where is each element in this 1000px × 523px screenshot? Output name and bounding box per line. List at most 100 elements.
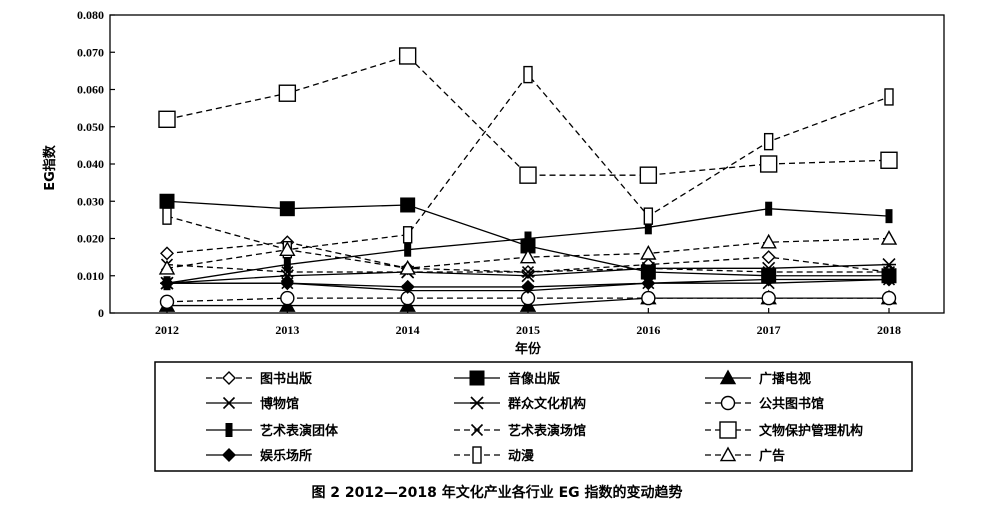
legend-label: 文物保护管理机构 (759, 423, 863, 439)
data-point (761, 290, 776, 306)
legend-item: 音像出版 (454, 370, 560, 387)
y-tick-label: 0 (98, 306, 104, 320)
y-tick-label: 0.050 (77, 120, 104, 134)
legend-label: 娱乐场所 (260, 448, 312, 464)
legend-marker (719, 446, 737, 462)
x-tick-label: 2014 (396, 323, 420, 337)
data-point (640, 244, 657, 260)
y-tick-label: 0.070 (77, 45, 104, 59)
x-tick-label: 2015 (516, 323, 540, 337)
data-point (159, 294, 175, 310)
data-point (639, 166, 658, 184)
legend-item: 文物保护管理机构 (705, 421, 863, 439)
data-point (519, 248, 537, 264)
data-point (160, 276, 174, 291)
data-point (158, 259, 176, 275)
legend-label: 艺术表演团体 (260, 423, 339, 439)
data-point (641, 290, 656, 306)
data-point (761, 272, 776, 287)
data-point (400, 197, 416, 213)
y-tick-label: 0.060 (77, 83, 104, 97)
data-point (158, 110, 176, 129)
legend-item: 群众文化机构 (454, 396, 586, 412)
data-point (159, 193, 175, 209)
legend-marker (225, 423, 233, 437)
legend-marker (222, 371, 236, 385)
data-point (881, 290, 897, 306)
data-point (644, 220, 652, 235)
legend-label: 博物馆 (260, 396, 299, 412)
data-point (283, 257, 291, 272)
data-point (641, 276, 656, 291)
data-point (760, 233, 777, 249)
data-point (759, 155, 778, 173)
legend-label: 音像出版 (508, 371, 560, 387)
legend-item: 广播电视 (705, 369, 811, 387)
legend-marker (719, 421, 737, 439)
data-point (763, 132, 774, 151)
figure-caption: 图 2 2012—2018 年文化产业各行业 EG 指数的变动趋势 (311, 484, 682, 501)
legend-item: 广告 (705, 446, 785, 464)
legend-marker (719, 369, 737, 385)
legend-label: 图书出版 (260, 371, 312, 387)
legend-item: 动漫 (454, 446, 534, 464)
data-point (884, 88, 894, 106)
series-11 (158, 230, 898, 275)
legend-marker (222, 448, 236, 462)
data-point (400, 279, 415, 294)
legend-marker (472, 446, 482, 464)
data-point (279, 201, 295, 217)
data-point (279, 241, 296, 256)
data-point (523, 65, 533, 84)
series-10 (162, 65, 894, 259)
series-8 (158, 47, 898, 184)
y-axis-label: EG指数 (42, 144, 58, 191)
legend-marker (720, 395, 736, 411)
x-tick-label: 2018 (877, 323, 901, 337)
legend-box (154, 361, 913, 472)
x-tick-label: 2012 (155, 323, 179, 337)
legend-marker (470, 423, 484, 437)
legend-label: 广播电视 (759, 371, 811, 387)
data-point (519, 166, 537, 184)
series-9 (160, 272, 896, 294)
data-point (521, 279, 535, 294)
legend-label: 艺术表演场馆 (508, 423, 586, 439)
data-point (761, 250, 776, 265)
data-point (762, 265, 775, 279)
data-point (643, 207, 654, 225)
legend-label: 动漫 (508, 448, 534, 464)
data-point (885, 209, 893, 224)
data-point (399, 259, 416, 275)
data-point (281, 265, 294, 279)
legend-marker (470, 396, 484, 410)
data-point (882, 265, 896, 279)
data-point (521, 265, 535, 279)
data-point (278, 84, 297, 102)
plot-area: 0 0.010 0.020 0.030 0.040 0.050 0.060 0.070 0.08… (77, 8, 945, 337)
legend-item: 公共图书馆 (705, 395, 824, 412)
legend-label: 广告 (759, 448, 785, 464)
y-tick-label: 0.030 (77, 194, 104, 208)
y-tick-label: 0.040 (77, 157, 104, 171)
series-line (166, 73, 890, 251)
data-point (404, 242, 412, 257)
legend-item: 艺术表演场馆 (454, 423, 586, 439)
data-point (280, 276, 295, 291)
legend-marker (469, 370, 485, 386)
data-point (280, 290, 295, 306)
legend-marker (222, 396, 236, 410)
data-point (162, 207, 172, 225)
data-point (642, 262, 655, 275)
data-point (765, 201, 773, 216)
legend-label: 公共图书馆 (759, 396, 824, 412)
data-point (880, 230, 898, 245)
x-axis-label: 年份 (515, 341, 542, 357)
data-point (524, 231, 532, 246)
y-tick-label: 0.020 (77, 232, 104, 246)
y-tick-label: 0.010 (77, 269, 104, 283)
legend-item: 艺术表演团体 (206, 423, 339, 439)
data-point (882, 272, 896, 287)
